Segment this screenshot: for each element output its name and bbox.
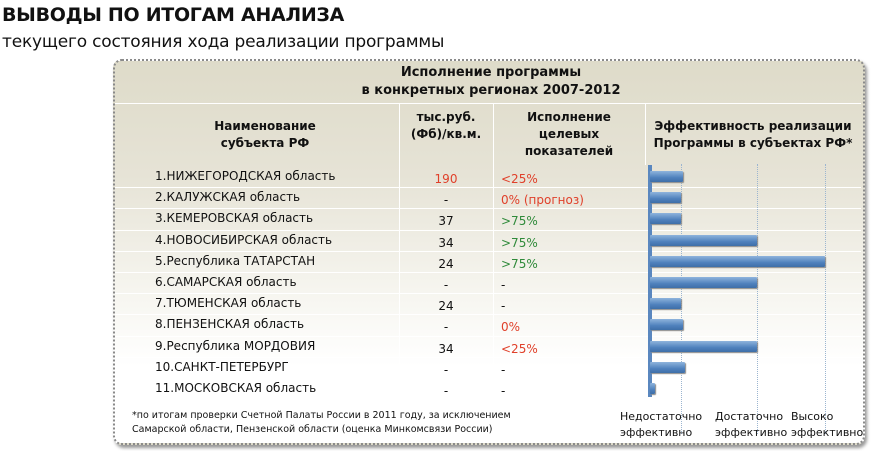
header-exec: Исполнение целевых показателей bbox=[524, 110, 614, 158]
chart-bar bbox=[650, 361, 685, 373]
panel-title: Исполнение программы bbox=[400, 65, 582, 80]
row-value: 37 bbox=[438, 214, 454, 229]
row-value: - bbox=[443, 193, 449, 208]
chart-bar bbox=[650, 192, 681, 204]
row-exec: <25% bbox=[501, 172, 538, 186]
row-divider bbox=[115, 208, 861, 210]
row-divider bbox=[115, 293, 861, 295]
row-exec: - bbox=[501, 278, 506, 292]
chart-bar bbox=[650, 298, 681, 310]
level-label-low: Недостаточно эффективно bbox=[620, 410, 703, 439]
chart-bar bbox=[650, 255, 825, 267]
page-subheading: текущего состояния хода реализации прогр… bbox=[2, 32, 445, 52]
row-value: 34 bbox=[438, 341, 454, 356]
row-name: 7.ТЮМЕНСКАЯ область bbox=[155, 296, 302, 311]
row-divider bbox=[115, 356, 861, 358]
chart-bar bbox=[650, 277, 757, 288]
row-exec: <25% bbox=[501, 341, 538, 356]
header-name: Наименование субъекта РФ bbox=[214, 119, 316, 150]
row-value: - bbox=[443, 384, 449, 398]
gridline bbox=[825, 164, 826, 434]
row-value: 24 bbox=[438, 299, 454, 314]
row-name: 1.НИЖЕГОРОДСКАЯ область bbox=[155, 169, 336, 183]
level-label-high: Высоко эффективно bbox=[791, 410, 864, 439]
footnote: *по итогам проверки Счетной Палаты Росси… bbox=[132, 410, 511, 435]
row-name: 2.КАЛУЖСКАЯ область bbox=[155, 190, 301, 205]
gridline bbox=[681, 164, 682, 434]
row-value: 24 bbox=[438, 256, 454, 271]
row-divider bbox=[115, 187, 861, 189]
chart-bar bbox=[650, 171, 684, 182]
level-label-mid: Достаточно эффективно bbox=[715, 410, 788, 439]
row-value: - bbox=[443, 278, 449, 292]
row-name: 5.Республика ТАТАРСТАН bbox=[155, 253, 316, 268]
row-exec: >75% bbox=[501, 256, 538, 271]
divider bbox=[493, 103, 494, 403]
panel-subtitle: в конкретных регионах 2007-2012 bbox=[361, 83, 621, 98]
row-name: 11.МОСКОВСКАЯ область bbox=[155, 381, 317, 395]
chart-bar bbox=[650, 340, 757, 352]
row-value: 34 bbox=[438, 235, 454, 250]
program-panel: Исполнение программы в конкретных регион… bbox=[113, 59, 865, 445]
row-name: 3.КЕМЕРОВСКАЯ область bbox=[155, 211, 314, 226]
row-divider bbox=[115, 378, 861, 379]
row-divider bbox=[115, 250, 861, 252]
row-name: 4.НОВОСИБИРСКАЯ область bbox=[155, 232, 333, 247]
row-name: 9.Республика МОРДОВИЯ bbox=[155, 338, 316, 353]
row-exec: - bbox=[501, 299, 506, 314]
chart-bar bbox=[650, 319, 684, 331]
row-exec: 0% (прогноз) bbox=[501, 193, 584, 208]
row-name: 6.САМАРСКАЯ область bbox=[155, 275, 297, 289]
row-exec: - bbox=[501, 384, 506, 398]
header-chart: Эффективность реализации Программы в субъ… bbox=[653, 119, 853, 150]
row-value: 190 bbox=[434, 172, 458, 186]
row-divider bbox=[115, 229, 861, 231]
chart-bar bbox=[650, 383, 655, 394]
row-divider bbox=[115, 272, 861, 273]
row-name: 8.ПЕНЗЕНСКАЯ область bbox=[155, 317, 305, 332]
row-divider bbox=[115, 335, 861, 337]
chart-bar bbox=[650, 213, 681, 225]
row-name: 10.САНКТ-ПЕТЕРБУРГ bbox=[155, 359, 289, 374]
divider bbox=[115, 103, 861, 104]
row-exec: - bbox=[501, 362, 506, 377]
gridline bbox=[757, 164, 758, 434]
page-heading: ВЫВОДЫ ПО ИТОГАМ АНАЛИЗА bbox=[2, 4, 345, 26]
chart-bar bbox=[650, 234, 757, 246]
row-exec: >75% bbox=[501, 235, 538, 250]
row-exec: >75% bbox=[501, 214, 538, 229]
row-exec: 0% bbox=[501, 320, 521, 335]
row-value: - bbox=[443, 362, 449, 377]
divider bbox=[399, 103, 400, 403]
header-value: тыс.руб. (Фб)/кв.м. bbox=[410, 110, 482, 141]
divider bbox=[645, 103, 646, 165]
row-value: - bbox=[443, 320, 449, 335]
row-divider bbox=[115, 314, 861, 316]
